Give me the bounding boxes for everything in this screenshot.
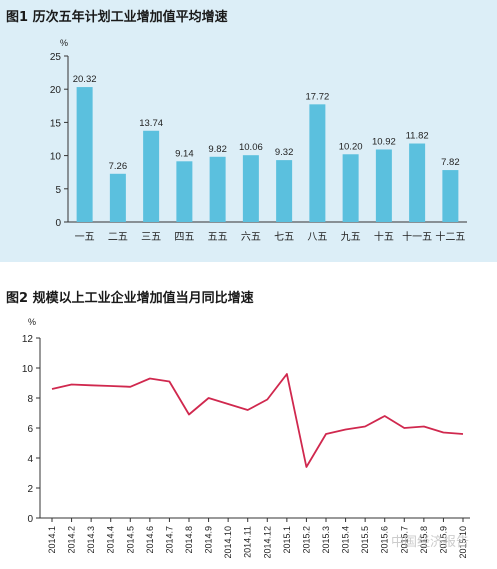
x-tick-label: 2015.7 — [399, 526, 409, 554]
y-tick-label: 10 — [22, 364, 34, 375]
x-tick-label: 八五 — [307, 232, 327, 243]
x-tick-label: 2014.3 — [86, 526, 96, 554]
bar — [209, 156, 226, 222]
bar — [242, 155, 259, 222]
figure-1-title: 图1 历次五年计划工业增加值平均增速 — [6, 10, 228, 25]
x-tick-label: 二五 — [108, 232, 128, 243]
bar-value-label: 9.32 — [275, 147, 294, 158]
x-tick-label: 六五 — [241, 231, 261, 243]
bar — [276, 160, 293, 222]
x-tick-label: 2015.3 — [321, 526, 331, 554]
y-tick-label: 6 — [27, 424, 33, 435]
bar — [176, 161, 193, 222]
bar — [309, 104, 326, 222]
x-tick-label: 五五 — [208, 232, 228, 243]
bar — [442, 170, 459, 222]
y-tick-label: 20 — [50, 85, 62, 96]
x-tick-label: 一五 — [75, 232, 95, 243]
bar-value-label: 10.20 — [339, 141, 363, 152]
x-tick-label: 十一五 — [402, 230, 432, 243]
x-tick-label: 2015.8 — [419, 526, 429, 554]
series-line — [51, 373, 464, 468]
y-axis-unit: % — [28, 317, 36, 327]
x-tick-label: 2014.6 — [145, 526, 155, 554]
bar-value-label: 7.26 — [109, 161, 128, 172]
x-tick-label: 2014.9 — [204, 526, 214, 554]
x-tick-label: 四五 — [174, 232, 194, 243]
y-tick-label: 5 — [55, 185, 61, 196]
x-tick-label: 七五 — [274, 231, 294, 243]
x-tick-label: 2015.4 — [341, 526, 351, 554]
x-tick-label: 2015.5 — [360, 526, 370, 554]
y-tick-label: 15 — [50, 118, 62, 129]
x-tick-label: 2015.6 — [380, 526, 390, 554]
bar-value-label: 9.82 — [208, 144, 227, 155]
bar — [375, 149, 392, 222]
bar — [76, 87, 93, 223]
y-tick-label: 10 — [50, 152, 62, 163]
bar — [143, 130, 160, 222]
x-tick-label: 2014.1 — [47, 526, 57, 554]
y-tick-label: 4 — [27, 454, 33, 465]
y-tick-label: 8 — [27, 394, 33, 405]
x-tick-label: 三五 — [141, 232, 161, 243]
x-tick-label: 2014.5 — [125, 526, 135, 554]
x-tick-label: 2015.1 — [282, 526, 292, 554]
bar-value-label: 17.72 — [305, 91, 329, 102]
y-tick-label: 25 — [50, 52, 62, 63]
x-tick-label: 2014.4 — [106, 526, 116, 554]
x-tick-label: 2014.2 — [67, 526, 77, 554]
x-tick-label: 2015.9 — [438, 526, 448, 554]
bar — [342, 154, 359, 222]
bar — [109, 173, 126, 222]
bar-value-label: 10.92 — [372, 136, 396, 147]
x-tick-label: 九五 — [341, 231, 361, 243]
x-tick-label: 2014.11 — [243, 526, 253, 558]
y-tick-label: 0 — [27, 514, 33, 525]
x-tick-label: 十五 — [374, 230, 394, 243]
x-tick-label: 2014.10 — [223, 526, 233, 559]
y-tick-label: 2 — [27, 484, 33, 495]
line-chart: % 0 2 4 6 8 10 12 2014.1 2014.2 2014.3 2014.4 2014.5… — [22, 317, 470, 559]
bar-value-label: 20.32 — [73, 74, 97, 85]
y-tick-label: 0 — [55, 218, 61, 229]
y-tick-label: 12 — [22, 334, 34, 345]
bar-value-label: 7.82 — [441, 157, 460, 168]
x-tick-label: 十二五 — [435, 230, 465, 243]
x-tick-label: 2014.12 — [262, 526, 272, 559]
bar-value-label: 9.14 — [175, 148, 194, 159]
bar-value-label: 11.82 — [406, 131, 429, 142]
y-axis-unit: % — [60, 38, 68, 48]
x-tick-label: 2015.2 — [301, 526, 311, 554]
figure-2-title: 图2 规模以上工业企业增加值当月同比增速 — [6, 291, 254, 306]
watermark-text: 中国经济报告 — [391, 535, 469, 550]
x-tick-label: 2014.8 — [184, 526, 194, 554]
bar-chart: % 0 5 10 15 20 25 20.32 一五 7.26 二五 13.74 三五 9.14 四五 9.8… — [50, 38, 467, 243]
bar-value-label: 13.74 — [139, 118, 163, 129]
x-tick-label: 2015.10 — [458, 526, 468, 559]
bar-value-label: 10.06 — [239, 142, 263, 153]
bar — [409, 143, 426, 222]
x-tick-label: 2014.7 — [164, 526, 174, 554]
